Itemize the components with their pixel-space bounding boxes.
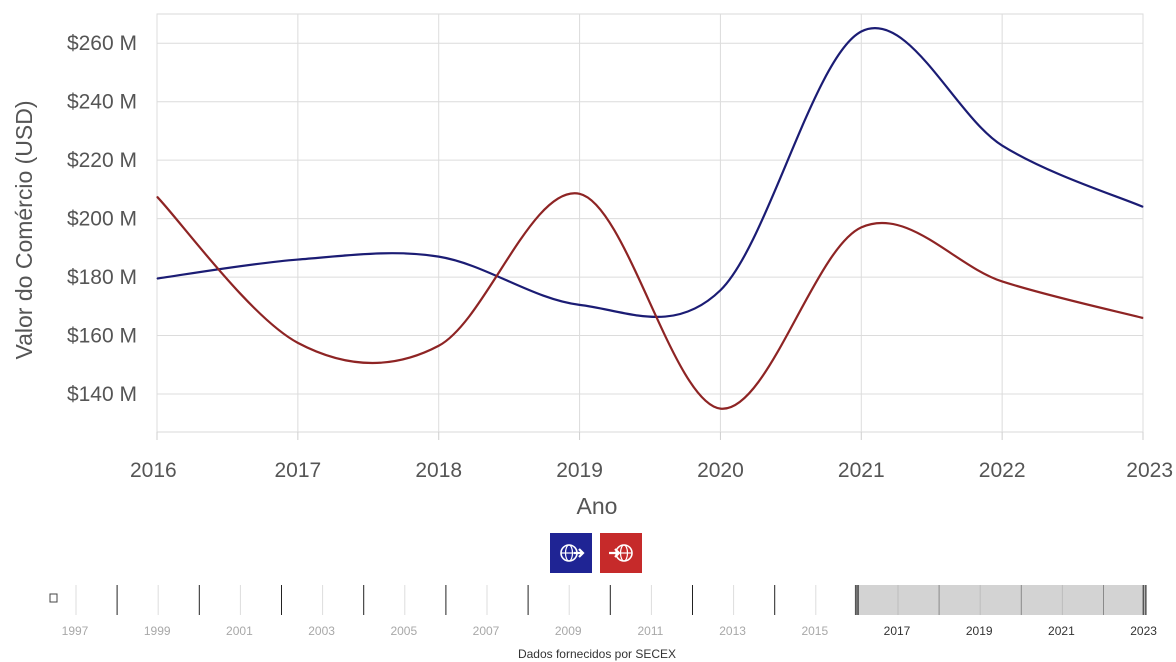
- export-series-line[interactable]: [156, 27, 1144, 319]
- timeline-year-label[interactable]: 2009: [555, 624, 582, 638]
- data-point: [719, 408, 721, 410]
- timeline-year-label[interactable]: 2019: [966, 624, 993, 638]
- data-point: [579, 193, 581, 195]
- x-tick-label: 2019: [556, 459, 603, 482]
- data-point: [860, 31, 862, 33]
- timeline-year-label[interactable]: 2005: [390, 624, 417, 638]
- y-tick-label: $180 M: [67, 266, 137, 289]
- data-point: [1142, 317, 1144, 319]
- globe-import-icon: [609, 544, 633, 562]
- data-point: [438, 345, 440, 347]
- timeline-year-label[interactable]: 2007: [473, 624, 500, 638]
- x-axis-title: Ano: [577, 493, 618, 519]
- y-tick-label: $240 M: [67, 91, 137, 114]
- series-group: [156, 27, 1144, 410]
- year-range-timeline[interactable]: 1997 1999 2001 2003 2005 2007 2009 2011 2013 2015…: [49, 585, 1157, 638]
- x-axis-ticks: 2016 2017 2018 2019 2020 2021 2022 2023: [130, 459, 1173, 482]
- timeline-year-label[interactable]: 2003: [308, 624, 335, 638]
- data-point: [1001, 280, 1003, 282]
- data-point: [297, 259, 299, 261]
- y-tick-label: $140 M: [67, 383, 137, 406]
- y-tick-label: $160 M: [67, 325, 137, 348]
- x-tick-label: 2023: [1126, 459, 1173, 482]
- timeline-year-label[interactable]: 2011: [637, 624, 663, 638]
- y-tick-label: $260 M: [67, 32, 137, 55]
- timeline-year-label[interactable]: 2013: [719, 624, 746, 638]
- timeline-year-label[interactable]: 2015: [801, 624, 828, 638]
- data-point: [1001, 145, 1003, 147]
- y-tick-label: $220 M: [67, 149, 137, 172]
- timeline-year-label[interactable]: 2021: [1048, 624, 1075, 638]
- data-point: [438, 256, 440, 258]
- data-point: [1142, 206, 1144, 208]
- timeline-toggle[interactable]: [49, 593, 58, 603]
- timeline-year-label[interactable]: 1999: [144, 624, 171, 638]
- data-point: [579, 304, 581, 306]
- x-tick-label: 2016: [130, 459, 177, 482]
- timeline-selected-range[interactable]: [856, 585, 1145, 615]
- plot-frame: [156, 13, 1144, 433]
- data-point: [719, 289, 721, 291]
- y-axis-ticks: $140 M $160 M $180 M $200 M $220 M $240 M $260…: [67, 32, 137, 406]
- data-point: [860, 226, 862, 228]
- source-credit: Dados fornecidos por SECEX: [518, 647, 676, 661]
- timeline-year-label[interactable]: 1997: [62, 624, 89, 638]
- x-tick-label: 2020: [697, 459, 744, 482]
- y-tick-label: $200 M: [67, 208, 137, 231]
- data-point: [297, 342, 299, 344]
- x-tick-label: 2021: [838, 459, 885, 482]
- x-tick-label: 2017: [274, 459, 321, 482]
- grid: [156, 13, 1144, 440]
- timeline-year-label[interactable]: 2017: [884, 624, 911, 638]
- globe-export-icon: [560, 544, 585, 562]
- data-point: [156, 278, 158, 280]
- timeline-year-label[interactable]: 2001: [226, 624, 253, 638]
- y-axis-title: Valor do Comércio (USD): [11, 100, 37, 359]
- export-legend-button[interactable]: [550, 533, 592, 573]
- timeline-year-label[interactable]: 2023: [1130, 624, 1157, 638]
- data-point: [156, 196, 158, 198]
- import-series-line[interactable]: [156, 192, 1144, 410]
- x-tick-label: 2022: [979, 459, 1026, 482]
- x-tick-label: 2018: [415, 459, 462, 482]
- import-legend-button[interactable]: [600, 533, 642, 573]
